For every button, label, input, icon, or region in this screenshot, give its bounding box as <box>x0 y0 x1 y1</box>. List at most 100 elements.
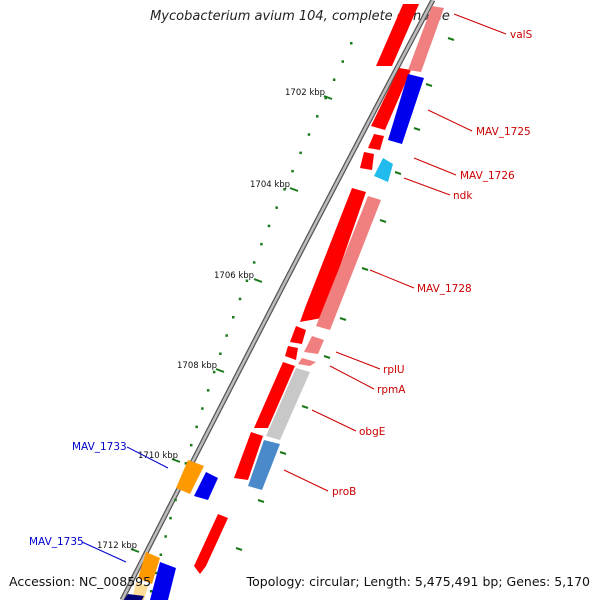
feature-tick <box>339 317 347 321</box>
gene-label-mav-1725[interactable]: MAV_1725 <box>476 126 531 138</box>
scale-dot <box>299 151 302 155</box>
scale-dot <box>225 334 228 337</box>
gene-label-mav-1735[interactable]: MAV_1735 <box>29 536 84 548</box>
feature-tick <box>425 83 433 87</box>
scale-dot <box>184 462 188 465</box>
feature-tick <box>361 267 369 271</box>
leader-lines <box>81 13 507 563</box>
gene-arrow[interactable] <box>408 6 444 72</box>
scale-dot <box>252 261 256 264</box>
gene-arrow[interactable] <box>368 134 384 150</box>
scale-label: 1704 kbp <box>250 180 290 190</box>
scale-dot <box>219 352 222 355</box>
gene-arrow[interactable] <box>194 472 218 500</box>
leader-line <box>283 469 329 492</box>
topology-text: Topology: circular; Length: 5,475,491 bp… <box>246 574 590 589</box>
gene-arrow[interactable] <box>371 68 411 130</box>
feature-tick <box>413 127 421 131</box>
scale-tick <box>289 187 299 192</box>
gene-arrow[interactable] <box>248 440 280 490</box>
leader-line <box>413 157 457 176</box>
gene-label-obge[interactable]: obgE <box>359 426 385 438</box>
scale-dot <box>174 498 177 502</box>
reverse-strand <box>248 6 444 490</box>
gene-arrow[interactable] <box>150 562 176 600</box>
scale-tick <box>130 548 140 553</box>
feature-tick <box>323 355 331 359</box>
map-title: Mycobacterium avium 104, complete genome <box>150 9 450 24</box>
gene-arrow[interactable] <box>360 152 374 170</box>
scale-dot <box>350 42 353 45</box>
leader-line <box>427 109 473 132</box>
scale-label: 1710 kbp <box>138 451 178 461</box>
scale-dots <box>150 42 353 593</box>
scale-dot <box>283 188 286 191</box>
feature-tick <box>447 37 455 41</box>
gene-arrow[interactable] <box>376 4 419 66</box>
scale-dot <box>260 242 263 246</box>
accession-text: Accession: NC_008595 <box>9 574 152 589</box>
scale-tick <box>171 458 181 463</box>
gene-arrow[interactable] <box>138 552 160 584</box>
leader-line <box>329 365 375 390</box>
gene-arrow[interactable] <box>124 594 144 600</box>
gene-arrow[interactable] <box>298 358 316 366</box>
leader-line <box>126 446 169 469</box>
gene-label-mav-1726[interactable]: MAV_1726 <box>460 170 515 182</box>
gene-label-rplu[interactable]: rplU <box>383 364 405 376</box>
gene-label-vals[interactable]: valS <box>510 29 533 41</box>
feature-tick <box>394 171 402 175</box>
gene-arrow[interactable] <box>300 188 366 322</box>
feature-tick <box>379 219 387 223</box>
gene-arrow[interactable] <box>388 74 424 144</box>
scale-dot <box>201 407 204 410</box>
gene-arrow[interactable] <box>194 514 228 574</box>
scale-dot <box>267 224 271 228</box>
scale-dot <box>341 60 344 63</box>
scale-label: 1702 kbp <box>285 88 325 98</box>
leader-line <box>369 269 415 289</box>
scale-dot <box>150 590 153 593</box>
leader-line <box>335 351 381 370</box>
leader-line <box>81 541 127 563</box>
forward-strand <box>150 4 419 600</box>
gene-label-mav-1728[interactable]: MAV_1728 <box>417 283 472 295</box>
scale-label: 1712 kbp <box>97 541 137 551</box>
gene-arrow[interactable] <box>176 460 204 494</box>
scale-dot <box>307 133 311 136</box>
gene-arrow[interactable] <box>285 346 298 360</box>
leader-line <box>403 177 451 196</box>
leader-line <box>311 409 357 432</box>
feature-tick <box>235 547 243 551</box>
scale-dot <box>291 169 294 173</box>
scale-tick <box>253 278 263 283</box>
scale-dot <box>169 516 172 520</box>
gene-label-ndk[interactable]: ndk <box>453 190 473 202</box>
scale-dot <box>164 535 167 538</box>
scale-dot <box>232 316 235 319</box>
scale-dot <box>316 115 319 118</box>
feature-tick <box>279 451 287 455</box>
scale-dot <box>190 443 193 447</box>
scale-tick <box>215 368 225 373</box>
scale-dot <box>212 370 216 374</box>
gene-arrow[interactable] <box>266 368 310 440</box>
scale-dot <box>159 553 163 556</box>
gene-arrow[interactable] <box>304 336 324 354</box>
scale-dot <box>324 96 327 100</box>
gene-label-rpma[interactable]: rpmA <box>377 384 406 396</box>
scale-dot <box>332 78 336 81</box>
scale-tick <box>323 95 333 100</box>
scale-dot <box>195 425 198 429</box>
gene-arrow[interactable] <box>316 196 381 330</box>
scale-label: 1708 kbp <box>177 361 217 371</box>
gene-arrow[interactable] <box>254 362 295 428</box>
gene-arrow[interactable] <box>234 432 263 480</box>
gene-label-prob[interactable]: proB <box>332 486 356 498</box>
gene-arrow[interactable] <box>374 158 393 182</box>
gene-arrow[interactable] <box>290 326 306 344</box>
gene-label-mav-1733[interactable]: MAV_1733 <box>72 441 127 453</box>
scale-dot <box>275 206 278 209</box>
scale-ticks: 1702 kbp 1704 kbp 1706 kbp 1708 kbp 1710… <box>97 88 333 553</box>
